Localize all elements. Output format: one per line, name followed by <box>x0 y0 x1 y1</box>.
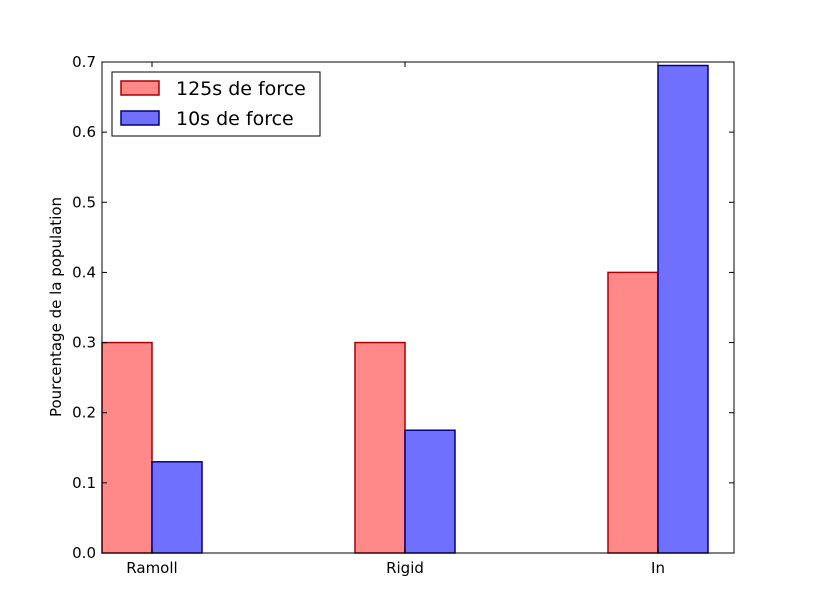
y-tick-label: 0.4 <box>72 263 96 281</box>
y-tick-label: 0.1 <box>72 474 96 492</box>
plot-frame <box>101 61 735 554</box>
y-tick-label: 0.5 <box>72 193 96 211</box>
legend-swatch-1 <box>120 110 160 126</box>
bar-1-in <box>657 64 709 554</box>
y-tick-label: 0.3 <box>72 334 96 352</box>
x-tick-label-ramoll: Ramoll <box>126 559 177 577</box>
y-axis: 0.0 0.1 0.2 0.3 0.4 0.5 0.6 0.7 <box>72 53 734 562</box>
bar-0-ramoll <box>101 341 153 554</box>
legend-label-0: 125s de force <box>176 78 306 100</box>
bar-0-rigid <box>354 341 406 554</box>
bars-layer <box>101 64 709 554</box>
legend-label-1: 10s de force <box>176 108 294 130</box>
y-tick-label: 0.7 <box>72 53 96 71</box>
y-tick-label: 0.0 <box>72 544 96 562</box>
legend: 125s de force 10s de force <box>111 71 321 137</box>
y-tick-label: 0.2 <box>72 404 96 422</box>
y-axis-title: Pourcentage de la population <box>47 197 65 417</box>
y-tick-label: 0.6 <box>72 123 96 141</box>
x-tick-label-rigid: Rigid <box>386 559 424 577</box>
x-axis: Ramoll Rigid In <box>126 62 665 577</box>
bar-1-rigid <box>404 429 456 554</box>
legend-swatch-0 <box>120 80 160 96</box>
bar-0-in <box>607 271 659 554</box>
bar-1-ramoll <box>151 461 203 554</box>
x-tick-label-in: In <box>651 559 665 577</box>
